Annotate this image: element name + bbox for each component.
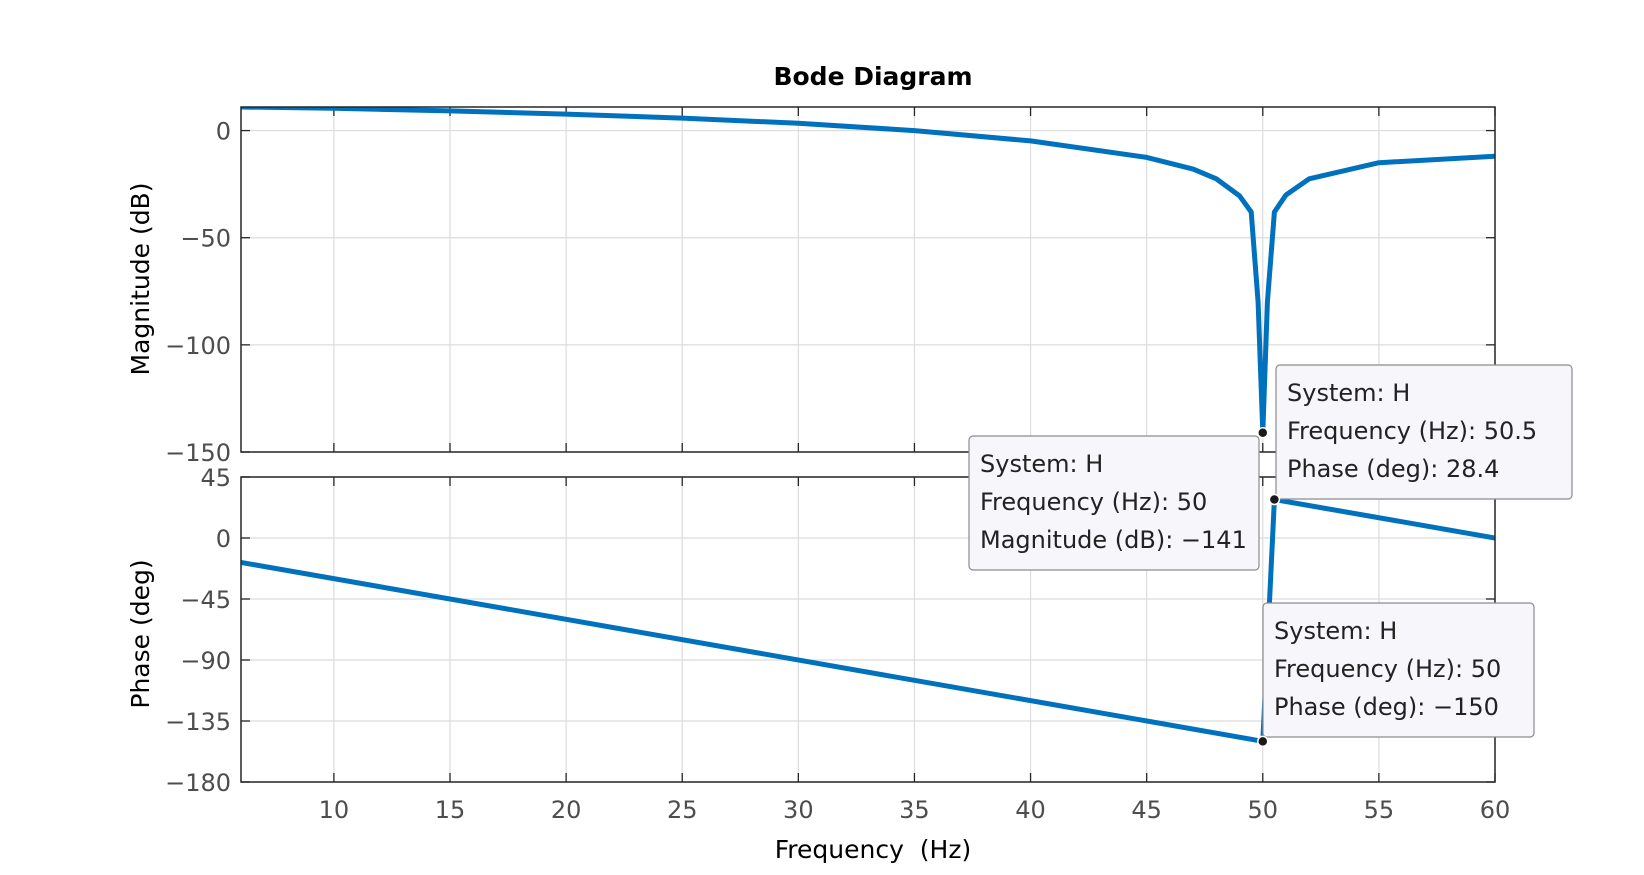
datatip-line: System: H [980,450,1103,478]
datatip-line: Frequency (Hz): 50.5 [1287,417,1537,445]
datatip-marker[interactable] [1257,735,1269,748]
datatip-2[interactable]: System: H Frequency (Hz): 50.5 Phase (deg)… [1268,364,1573,506]
datatip-line: Phase (deg): 28.4 [1287,455,1499,483]
xtick-label: 30 [783,796,814,824]
magnitude-ytick-label: −50 [180,225,231,253]
datatip-marker[interactable] [1257,426,1269,439]
magnitude-axis-label: Magnitude (dB) [126,183,155,376]
magnitude-ytick-label: −150 [165,439,231,467]
datatip-3[interactable]: System: H Frequency (Hz): 50 Phase (deg): … [1257,602,1535,748]
xtick-label: 35 [899,796,930,824]
datatip-1[interactable]: System: H Frequency (Hz): 50 Magnitude (dB… [968,426,1269,571]
chart-title: Bode Diagram [773,62,972,91]
frequency-axis-label: Frequency (Hz) [775,835,971,864]
xtick-label: 40 [1015,796,1046,824]
magnitude-axes-frame [240,106,1496,453]
phase-axis-label: Phase (deg) [126,559,155,708]
datatip-box [1275,364,1573,500]
phase-ytick-label: 45 [200,464,231,492]
datatip-line: System: H [1287,379,1410,407]
xtick-label: 55 [1364,796,1395,824]
datatip-box [1262,602,1535,738]
datatip-line: Phase (deg): −150 [1274,693,1499,721]
datatip-box [968,435,1260,571]
xtick-label: 10 [319,796,350,824]
datatip-marker[interactable] [1268,493,1281,506]
phase-ytick-label: −45 [180,586,231,614]
magnitude-ytick-label: 0 [216,118,231,146]
phase-ytick-label: 0 [216,525,231,553]
xtick-label: 15 [435,796,466,824]
phase-panel: 45 0 −45 −90 −135 −180 10 15 20 25 30 35 40 45 50 55 60 [165,464,1510,824]
phase-ytick-label: −180 [165,769,231,797]
xtick-label: 60 [1480,796,1511,824]
datatip-line: System: H [1274,617,1397,645]
xtick-label: 45 [1131,796,1162,824]
datatips-layer: System: H Frequency (Hz): 50 Magnitude (dB… [968,364,1573,748]
xtick-label: 20 [551,796,582,824]
datatip-line: Magnitude (dB): −141 [980,526,1247,554]
datatip-line: Frequency (Hz): 50 [980,488,1207,516]
phase-ytick-label: −90 [180,647,231,675]
magnitude-curve [241,107,1495,436]
xtick-label: 25 [667,796,698,824]
magnitude-ytick-label: −100 [165,332,231,360]
xtick-label: 50 [1248,796,1279,824]
phase-ytick-label: −135 [165,708,231,736]
datatip-line: Frequency (Hz): 50 [1274,655,1501,683]
magnitude-panel: 0 −50 −100 −150 [165,106,1496,467]
